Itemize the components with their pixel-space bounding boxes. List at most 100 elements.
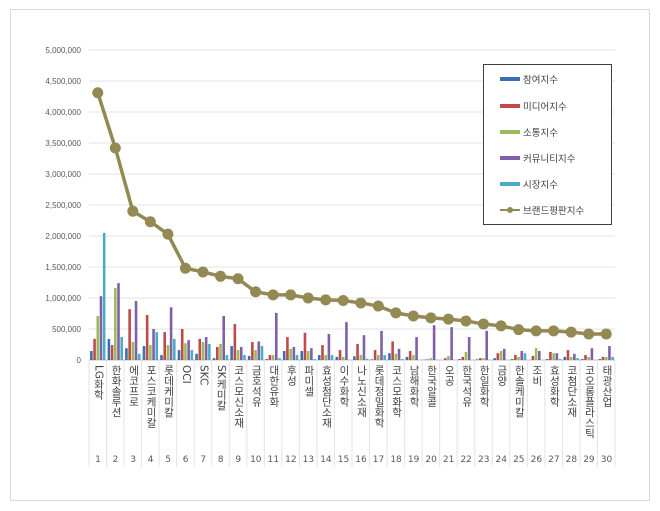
brand-index-point-14 <box>320 294 332 306</box>
legend-label: 브랜드평판지수 <box>523 206 585 217</box>
category-label: 롯데케미칼 <box>162 365 175 418</box>
bar-2-9 <box>233 324 237 360</box>
category-label: 나노신소재 <box>355 365 368 418</box>
category-number: 23 <box>477 455 490 465</box>
brand-index-point-28 <box>565 326 577 338</box>
category-number: 2 <box>112 455 119 465</box>
bar-1-28 <box>563 356 567 360</box>
bar-2-2 <box>110 345 114 360</box>
brand-index-point-12 <box>285 289 297 301</box>
bar-5-3 <box>137 353 141 360</box>
brand-index-point-13 <box>302 292 314 304</box>
legend-label: 시장지수 <box>523 180 558 191</box>
bar-3-4 <box>149 345 152 360</box>
y-tick-label: 2,500,000 <box>45 201 81 210</box>
category-number: 12 <box>285 455 297 465</box>
bar-2-8 <box>216 346 219 360</box>
bar-3-13 <box>306 351 310 360</box>
brand-index-point-6 <box>179 262 191 274</box>
category-number: 28 <box>565 455 578 465</box>
category-number: 11 <box>267 455 280 465</box>
category-label: 금양 <box>495 365 508 386</box>
legend-label: 커뮤니티지수 <box>523 154 576 165</box>
category-number: 6 <box>182 455 189 465</box>
bar-3-27 <box>552 353 555 360</box>
legend-label: 소통지수 <box>523 128 558 139</box>
legend-swatch <box>500 156 520 160</box>
legend-swatch <box>500 104 520 108</box>
bar-4-1 <box>99 296 103 360</box>
bar-1-24 <box>493 358 496 360</box>
bar-1-15 <box>335 356 339 360</box>
chart-frame <box>10 9 650 501</box>
brand-index-point-8 <box>215 270 226 282</box>
legend-item-participation: 참여지수 <box>500 72 558 86</box>
y-tick-label: 1,500,000 <box>45 263 81 272</box>
bar-1-4 <box>142 346 146 360</box>
category-label: 코오롱플라스틱 <box>583 365 596 439</box>
category-number: 14 <box>320 455 332 465</box>
legend-swatch <box>500 77 520 81</box>
category-label: 포스코케미칼 <box>145 365 158 428</box>
category-label: 코첨단소재 <box>565 365 578 418</box>
bar-4-7 <box>204 337 208 360</box>
category-number: 25 <box>513 455 525 465</box>
bar-3-29 <box>587 356 590 360</box>
category-label: 한화솔루션 <box>110 365 123 418</box>
bar-4-30 <box>608 346 611 360</box>
bar-3-7 <box>201 342 205 360</box>
brand-index-point-15 <box>337 294 349 306</box>
brand-index-point-9 <box>232 273 244 285</box>
bar-1-16 <box>353 356 356 360</box>
brand-index-point-21 <box>442 313 454 325</box>
bar-5-9 <box>243 355 246 360</box>
bar-4-13 <box>310 348 313 360</box>
brand-index-point-23 <box>478 318 489 330</box>
bar-5-11 <box>278 358 281 360</box>
legend-swatch <box>500 130 520 134</box>
category-number: 3 <box>130 455 136 465</box>
category-number: 16 <box>355 455 367 465</box>
category-label: 한국석유 <box>460 365 473 407</box>
bar-4-21 <box>450 327 453 360</box>
bar-3-10 <box>254 350 257 360</box>
bar-2-19 <box>408 351 412 360</box>
category-number: 27 <box>548 455 560 465</box>
bar-2-15 <box>338 350 342 360</box>
category-label: 금호석유 <box>250 365 263 407</box>
bar-2-25 <box>514 355 517 360</box>
bar-2-21 <box>443 358 447 360</box>
bar-4-8 <box>222 315 225 360</box>
bar-5-27 <box>558 359 562 360</box>
bar-5-12 <box>295 355 299 360</box>
y-tick-label: 3,500,000 <box>45 139 81 148</box>
bar-1-14 <box>318 355 321 360</box>
bar-2-30 <box>601 356 605 360</box>
bar-4-28 <box>573 353 576 360</box>
bar-1-2 <box>107 338 111 360</box>
brand-index-point-18 <box>390 307 402 319</box>
bar-1-1 <box>90 351 93 360</box>
category-label: 오공 <box>443 365 456 386</box>
bar-3-2 <box>114 288 117 360</box>
bar-4-29 <box>590 348 594 360</box>
bar-5-16 <box>365 358 369 360</box>
legend-item-communication: 소통지수 <box>500 125 558 139</box>
y-tick-label: 500,000 <box>52 325 81 334</box>
bar-4-20 <box>432 325 436 360</box>
bar-5-4 <box>155 332 159 360</box>
bar-3-23 <box>482 358 485 360</box>
bar-5-28 <box>576 358 579 360</box>
category-number: 29 <box>583 455 595 465</box>
bar-1-9 <box>230 346 233 360</box>
category-number: 1 <box>95 455 101 465</box>
bar-1-19 <box>405 356 409 360</box>
category-label: 코스모화학 <box>390 365 403 418</box>
brand-index-point-26 <box>530 325 542 337</box>
brand-index-point-16 <box>355 297 367 309</box>
category-label: 대한유화 <box>267 365 280 407</box>
bar-2-11 <box>268 355 272 360</box>
bar-1-27 <box>545 359 549 360</box>
bar-3-11 <box>271 355 275 360</box>
